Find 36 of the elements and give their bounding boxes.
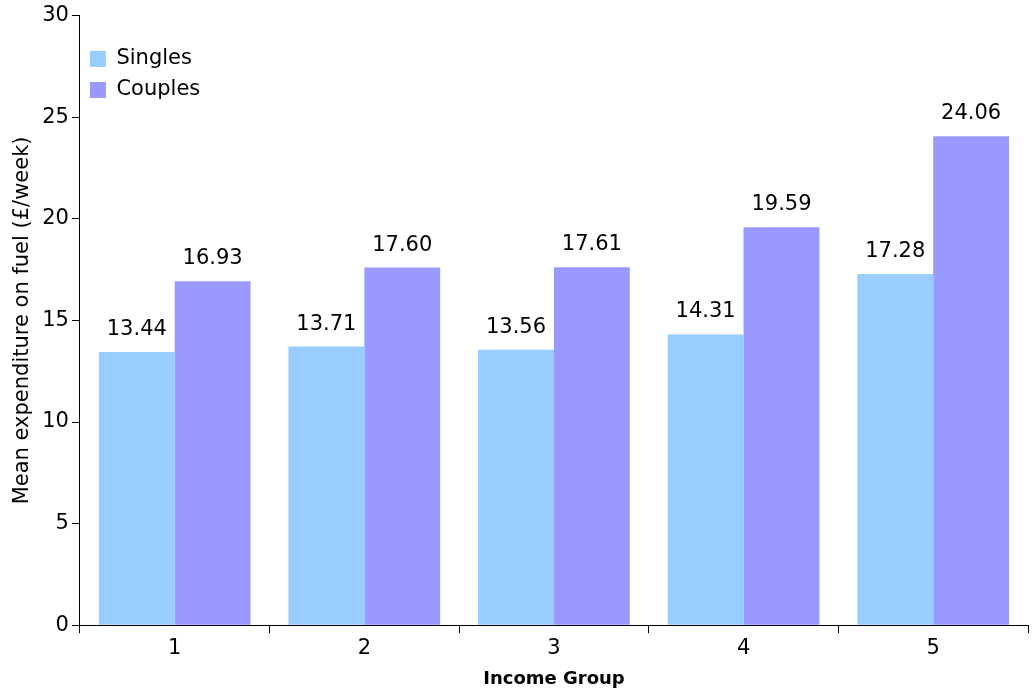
- y-tick-label: 5: [55, 510, 69, 535]
- legend-label: Couples: [116, 76, 201, 101]
- y-tick-label: 15: [42, 306, 69, 331]
- x-tick-label: 3: [547, 635, 561, 660]
- bar: [743, 227, 820, 625]
- y-axis-title: Mean expenditure on fuel (£/week): [9, 136, 34, 505]
- y-tick-label: 25: [42, 103, 69, 128]
- y-tick-label: 20: [42, 205, 69, 230]
- data-label: 13.56: [485, 313, 547, 338]
- bar: [857, 274, 934, 625]
- data-label: 17.61: [561, 231, 622, 256]
- y-tick-label: 30: [42, 2, 69, 27]
- bar: [98, 352, 175, 625]
- bar: [933, 136, 1010, 625]
- bar: [553, 267, 630, 625]
- bar: [667, 334, 744, 625]
- data-label: 13.71: [296, 310, 357, 335]
- data-label: 17.60: [372, 231, 433, 256]
- bar: [478, 349, 554, 625]
- x-tick-label: 5: [926, 635, 940, 660]
- data-label: 14.31: [675, 298, 736, 323]
- data-label: 24.06: [941, 100, 1002, 125]
- x-axis-title: Income Group: [483, 666, 625, 688]
- bar: [174, 281, 251, 625]
- data-label: 17.28: [865, 238, 926, 263]
- bar: [288, 346, 365, 625]
- data-label: 16.93: [182, 245, 243, 270]
- y-tick-label: 10: [42, 408, 69, 433]
- data-label: 13.44: [106, 316, 167, 341]
- bar: [364, 267, 441, 625]
- x-tick-label: 1: [168, 635, 182, 660]
- x-tick-label: 2: [357, 635, 372, 660]
- data-label: 19.59: [751, 191, 812, 216]
- legend-label: Singles: [116, 45, 192, 70]
- y-tick-label: 0: [55, 611, 69, 636]
- x-tick-label: 4: [736, 635, 751, 660]
